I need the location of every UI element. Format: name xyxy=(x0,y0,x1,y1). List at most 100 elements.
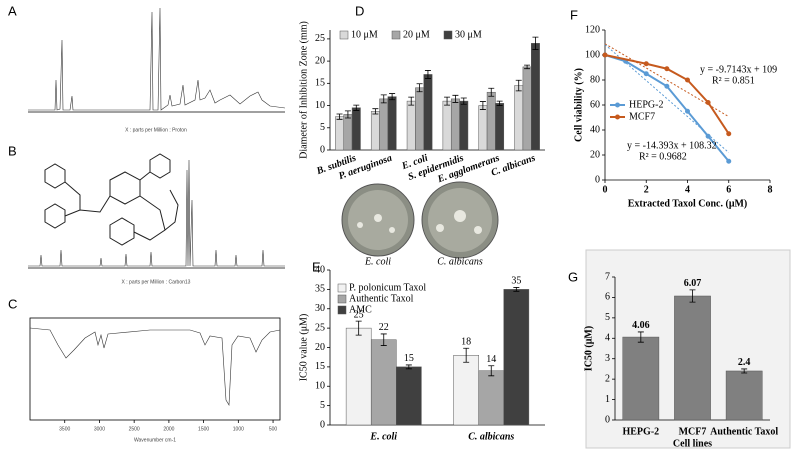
y-tick-label: 5 xyxy=(320,122,325,133)
x-tick-label: 2000 xyxy=(163,426,174,432)
bar xyxy=(522,66,532,151)
x-tick-label: 1500 xyxy=(198,426,209,432)
value-label: 18 xyxy=(461,337,471,348)
bar xyxy=(423,74,433,151)
y-axis-label: Cell viability (%) xyxy=(573,68,584,142)
value-label: 2.4 xyxy=(738,357,751,368)
y-tick-label: 10 xyxy=(315,381,325,392)
y-axis-label: IC50 value (μM) xyxy=(298,314,309,382)
bar xyxy=(406,100,416,151)
y-tick-label: 1 xyxy=(605,394,610,405)
point xyxy=(664,83,670,89)
bar xyxy=(442,100,452,151)
y-tick-label: 0 xyxy=(320,144,325,155)
error-bar xyxy=(416,83,423,93)
error-bar xyxy=(488,87,495,97)
y-tick-label: 20 xyxy=(590,149,600,160)
legend-label: Authentic Taxol xyxy=(349,293,414,304)
bar xyxy=(370,111,380,151)
error-bar xyxy=(463,347,470,363)
well xyxy=(454,210,466,222)
trend-equation: y = -9.7143x + 109 xyxy=(700,64,777,75)
point xyxy=(726,131,732,137)
bar xyxy=(335,116,344,151)
legend-label: 10 μM xyxy=(351,29,378,40)
error-bar xyxy=(513,287,520,292)
well xyxy=(374,214,382,222)
plot-frame xyxy=(29,317,281,421)
bar xyxy=(453,355,479,426)
error-bar xyxy=(372,108,379,115)
error-bar xyxy=(405,364,412,370)
y-tick-label: 120 xyxy=(585,24,600,35)
error-bar xyxy=(408,96,415,106)
bar xyxy=(450,98,460,151)
error-bar xyxy=(336,113,343,120)
x-tick-label: 500 xyxy=(269,426,278,432)
value-label: 14 xyxy=(486,354,496,365)
error-bar xyxy=(389,93,396,101)
bar xyxy=(387,96,397,151)
value-label: 4.06 xyxy=(632,320,650,331)
legend-marker xyxy=(615,114,620,120)
x-tick-label: MCF7 xyxy=(679,426,707,437)
panel-letter: D xyxy=(355,3,364,18)
panel-letter: F xyxy=(570,7,578,22)
panel-letter: A xyxy=(8,3,17,18)
error-bar xyxy=(344,110,351,119)
y-tick-label: 60 xyxy=(590,99,600,110)
bar xyxy=(486,91,496,151)
panel-letter: B xyxy=(8,143,17,158)
y-tick-label: 40 xyxy=(590,124,600,135)
panel-letter: E xyxy=(312,259,321,274)
value-label: 6.07 xyxy=(684,278,702,289)
bar xyxy=(370,339,397,426)
error-bar xyxy=(637,331,644,343)
trend-r2: R² = 0.9682 xyxy=(639,151,687,162)
value-label: 35 xyxy=(511,276,521,287)
error-bar xyxy=(532,36,539,50)
y-tick-label: 80 xyxy=(590,74,600,85)
legend-label: P. polonicum Taxol xyxy=(349,282,426,293)
y-tick-label: 3 xyxy=(605,353,610,364)
x-axis-label: Extracted Taxol Conc. (μM) xyxy=(628,198,748,209)
legend-label: 30 μM xyxy=(455,29,482,40)
x-tick-label: E. coli xyxy=(369,431,397,442)
y-tick-label: 35 xyxy=(315,284,325,295)
y-tick-label: 15 xyxy=(315,78,325,89)
nmr-trace xyxy=(28,7,286,111)
point xyxy=(726,158,732,164)
y-tick-label: 25 xyxy=(315,33,325,44)
x-tick-label: 4 xyxy=(685,184,690,195)
y-tick-label: 4 xyxy=(605,333,610,344)
y-tick-label: 10 xyxy=(315,100,325,111)
bar xyxy=(478,105,488,151)
point xyxy=(705,133,711,139)
legend-swatch xyxy=(337,283,347,293)
bar xyxy=(396,366,422,426)
x-tick-label: 3000 xyxy=(94,426,105,432)
error-bar xyxy=(380,94,387,104)
spectrum-a xyxy=(28,7,286,113)
point xyxy=(705,100,711,105)
x-tick-label: Authentic Taxol xyxy=(710,426,778,437)
x-tick-label: 8 xyxy=(768,184,773,195)
error-bar xyxy=(496,100,503,106)
error-bar xyxy=(488,365,495,377)
well xyxy=(357,222,363,228)
panel-letter: G xyxy=(568,269,578,284)
point xyxy=(685,108,690,114)
error-bar xyxy=(444,96,451,106)
trend-equation: y = -14.393x + 108.32 xyxy=(627,140,717,151)
x-tick-label: 2500 xyxy=(129,426,140,432)
error-bar xyxy=(353,104,360,111)
y-tick-label: 5 xyxy=(320,400,325,411)
error-bar xyxy=(689,289,696,303)
bar xyxy=(345,327,372,426)
bar xyxy=(459,100,469,151)
bar xyxy=(343,114,353,151)
value-label: 15 xyxy=(404,353,414,364)
bar xyxy=(674,295,711,421)
y-tick-label: 6 xyxy=(605,292,610,303)
